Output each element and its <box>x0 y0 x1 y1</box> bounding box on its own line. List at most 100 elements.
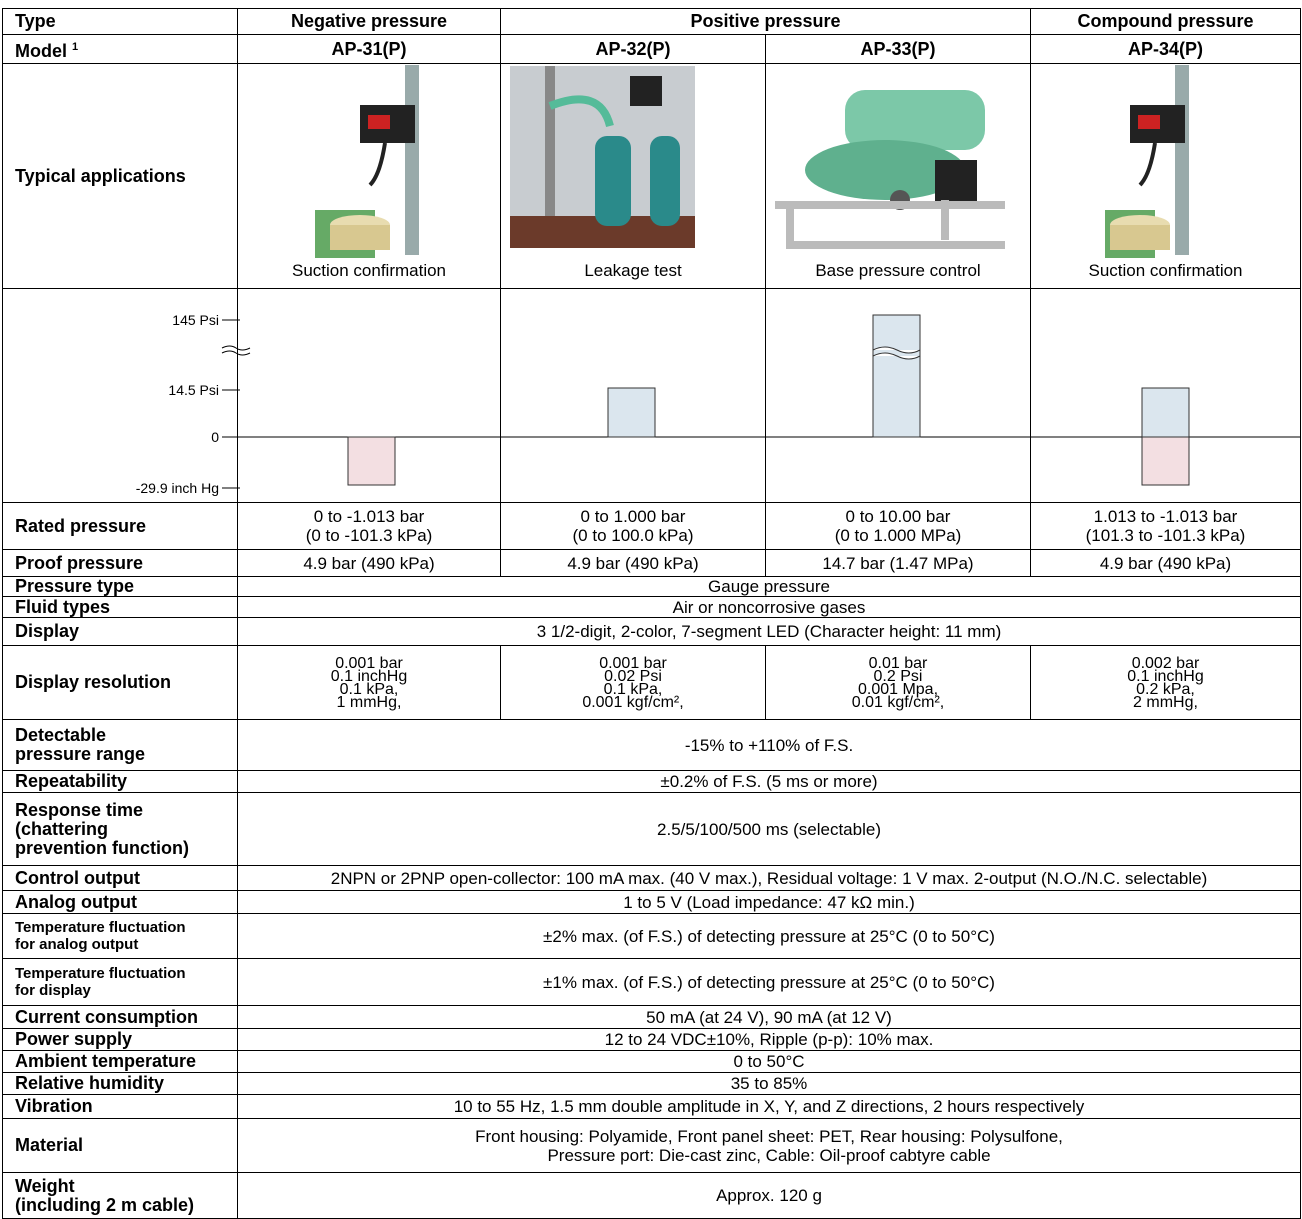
value-text: 0.01 kgf/cm², <box>851 693 945 711</box>
value-text: Front housing: Polyamide, Front panel sh… <box>475 1126 1063 1146</box>
value-cell: ±2% max. (of F.S.) of detecting pressure… <box>237 913 1301 959</box>
header-cell: AP-33(P) <box>765 34 1031 64</box>
value-cell: 4.9 bar (490 kPa) <box>1030 549 1301 577</box>
value-text: 0.02 Psi <box>604 667 662 685</box>
value-cell: Front housing: Polyamide, Front panel sh… <box>237 1118 1301 1173</box>
row-label: Relative humidity <box>15 1073 165 1093</box>
row-label: Detectable <box>15 725 107 745</box>
label-cell: Detectable pressure range <box>2 719 238 771</box>
label-cell: Display <box>2 617 238 646</box>
row-label: Fluid types <box>15 596 111 617</box>
row-label: Temperature fluctuation <box>15 919 186 936</box>
label-cell: Material <box>2 1118 238 1173</box>
value-text: 35 to 85% <box>730 1074 808 1093</box>
row-label: Material <box>15 1135 84 1155</box>
row-label: Control output <box>15 867 140 888</box>
value-text: 14.7 bar (1.47 MPa) <box>822 553 974 573</box>
model-name: AP-32(P) <box>595 38 671 59</box>
row-label: Typical applications <box>15 165 186 186</box>
value-cell: 2NPN or 2PNP open-collector: 100 mA max.… <box>237 865 1301 891</box>
value-text: 0.2 Psi <box>873 667 923 685</box>
row-label: Current consumption <box>15 1006 198 1027</box>
value-cell: 0.001 bar 0.1 inchHg 0.1 kPa, 1 mmHg, <box>237 645 501 720</box>
label-cell: Typical applications <box>2 63 238 289</box>
caption: Leakage test <box>584 261 682 280</box>
row-label: Ambient temperature <box>15 1051 197 1071</box>
label-cell: Fluid types <box>2 596 238 618</box>
application-image <box>1105 65 1189 258</box>
value-text: 2.5/5/100/500 ms (selectable) <box>657 819 881 839</box>
caption: Suction confirmation <box>291 261 447 280</box>
scale-label: 145 Psi <box>172 312 219 328</box>
label-cell: Temperature fluctuation for analog output <box>2 913 238 959</box>
value-cell: ±1% max. (of F.S.) of detecting pressure… <box>237 958 1301 1006</box>
value-text: (101.3 to -101.3 kPa) <box>1085 526 1246 545</box>
negative-bar <box>1141 436 1190 486</box>
value-cell: 0 to 50°C <box>237 1050 1301 1073</box>
negative-bar <box>347 436 396 486</box>
header-cell: AP-34(P) <box>1030 34 1301 64</box>
value-text: 4.9 bar (490 kPa) <box>303 553 435 573</box>
value-cell: Air or noncorrosive gases <box>237 596 1301 618</box>
caption: Base pressure control <box>815 261 981 280</box>
model-name: AP-33(P) <box>860 38 936 59</box>
value-text: 0.2 kPa, <box>1136 680 1195 698</box>
label-cell: Repeatability <box>2 770 238 793</box>
header-cell: Type <box>2 8 238 35</box>
label-cell: Display resolution <box>2 645 238 720</box>
break-mark <box>872 346 921 360</box>
value-text: -15% to +110% of F.S. <box>684 735 854 755</box>
value-text: ±2% max. (of F.S.) of detecting pressure… <box>543 926 995 946</box>
header-cell: Positive pressure <box>500 8 1031 35</box>
value-cell: 3 1/2-digit, 2-color, 7-segment LED (Cha… <box>237 617 1301 646</box>
value-text: 0 to 1.000 bar <box>580 507 686 526</box>
footnote: 1 <box>72 40 79 53</box>
value-cell: 1.013 to -1.013 bar (101.3 to -101.3 kPa) <box>1030 502 1301 550</box>
row-label: (chattering <box>15 818 109 839</box>
value-text: 0 to 10.00 bar <box>845 507 951 526</box>
value-cell: 0.01 bar 0.2 Psi 0.001 Mpa, 0.01 kgf/cm², <box>765 645 1031 720</box>
row-label: Temperature fluctuation <box>15 965 186 982</box>
row-label: prevention function) <box>15 837 189 858</box>
row-label: Repeatability <box>15 771 128 791</box>
value-text: 0.1 inchHg <box>1127 667 1204 685</box>
label-cell: Control output <box>2 865 238 891</box>
value-cell: 0 to 10.00 bar (0 to 1.000 MPa) <box>765 502 1031 550</box>
application-image <box>775 90 1005 249</box>
value-text: 0.1 kPa, <box>339 680 399 698</box>
header-cell: Negative pressure <box>237 8 501 35</box>
value-cell: -15% to +110% of F.S. <box>237 719 1301 771</box>
value-text: ±0.2% of F.S. (5 ms or more) <box>660 772 878 791</box>
positive-bar <box>1141 387 1190 438</box>
header-cell: Compound pressure <box>1030 8 1301 35</box>
value-text: 3 1/2-digit, 2-color, 7-segment LED (Cha… <box>536 622 1002 641</box>
row-label: for analog output <box>15 936 139 953</box>
value-cell: ±0.2% of F.S. (5 ms or more) <box>237 770 1301 793</box>
label-cell: Pressure type <box>2 576 238 597</box>
model-name: AP-31(P) <box>331 38 407 59</box>
label-cell: Vibration <box>2 1094 238 1119</box>
row-label: Pressure type <box>15 576 135 596</box>
value-text: (0 to 1.000 MPa) <box>834 526 962 545</box>
value-text: 0.001 bar <box>599 654 667 672</box>
value-cell: 0.002 bar 0.1 inchHg 0.2 kPa, 2 mmHg, <box>1030 645 1301 720</box>
value-text: Approx. 120 g <box>716 1186 822 1205</box>
row-label: Vibration <box>15 1096 93 1116</box>
type-name: Negative pressure <box>290 11 448 31</box>
row-label: for display <box>15 982 91 999</box>
value-text: 12 to 24 VDC±10%, Ripple (p-p): 10% max. <box>604 1030 934 1049</box>
value-text: Gauge pressure <box>708 577 830 596</box>
label-cell: Analog output <box>2 890 238 914</box>
value-text: 10 to 55 Hz, 1.5 mm double amplitude in … <box>453 1097 1085 1116</box>
label-cell: Power supply <box>2 1028 238 1051</box>
value-text: 2NPN or 2PNP open-collector: 100 mA max.… <box>330 868 1208 888</box>
value-text: 0.001 kgf/cm², <box>582 693 684 711</box>
value-cell: 35 to 85% <box>237 1072 1301 1095</box>
caption: Suction confirmation <box>1088 261 1243 280</box>
value-cell: 14.7 bar (1.47 MPa) <box>765 549 1031 577</box>
value-cell: 50 mA (at 24 V), 90 mA (at 12 V) <box>237 1005 1301 1029</box>
scale-label: 14.5 Psi <box>168 382 219 398</box>
row-label: Power supply <box>15 1029 133 1049</box>
header-cell: AP-32(P) <box>500 34 766 64</box>
